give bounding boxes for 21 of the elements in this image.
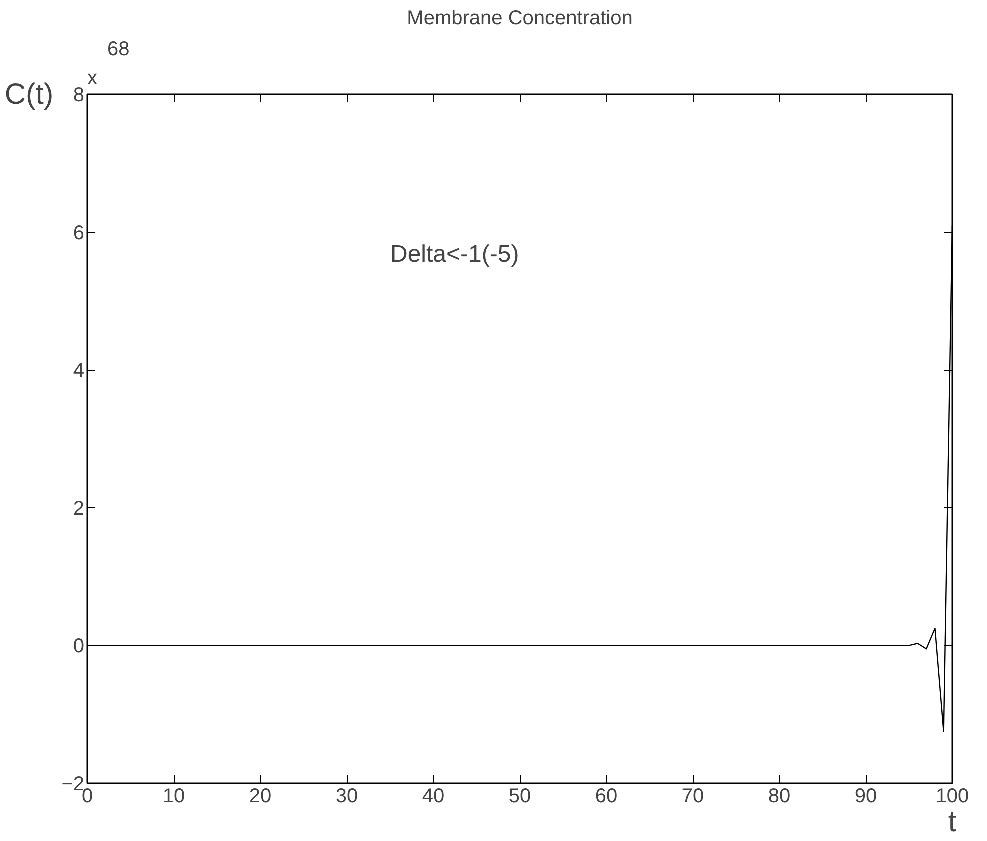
text: x	[88, 68, 98, 90]
x-tick-label: 70	[682, 786, 704, 808]
y-tick-label: 6	[73, 222, 84, 244]
x-tick-label: 50	[508, 786, 532, 808]
x-tick-label: 100	[936, 786, 970, 808]
x-tick-label: 20	[249, 786, 272, 808]
x-tick-label: 90	[854, 786, 878, 808]
x-tick-label: 60	[595, 786, 618, 808]
y-tick-label: 2	[73, 498, 84, 520]
y-tick-label: 8	[73, 84, 84, 106]
x-axis-title: t	[948, 806, 957, 838]
text: 68	[108, 38, 130, 60]
y-tick-label: 0	[73, 636, 84, 658]
annotation: Delta<-1(-5)	[390, 241, 520, 268]
y-axis-title: C(t)	[4, 78, 54, 111]
y-tick-label: 4	[73, 360, 84, 382]
x-tick-label: 10	[162, 786, 186, 808]
x-tick-label: 30	[336, 786, 358, 808]
x-tick-label: 40	[422, 786, 445, 808]
chart-title: Membrane Concentration	[407, 8, 633, 30]
x-tick-label: 80	[768, 786, 791, 808]
